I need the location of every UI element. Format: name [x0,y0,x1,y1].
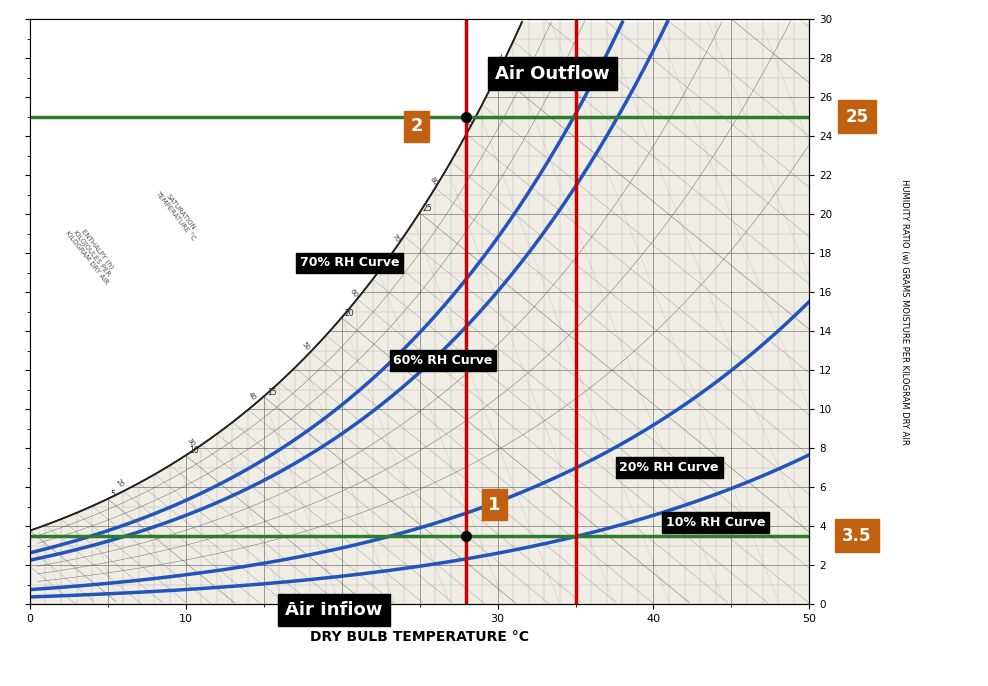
Text: 3.5: 3.5 [842,527,871,545]
Text: 30: 30 [186,437,196,447]
Text: 50: 50 [301,341,311,352]
Text: 10: 10 [189,447,199,456]
Text: 5: 5 [111,490,116,499]
Text: 100: 100 [494,53,507,67]
X-axis label: DRY BULB TEMPERATURE °C: DRY BULB TEMPERATURE °C [310,630,530,643]
Text: Air Outflow: Air Outflow [495,64,610,82]
Polygon shape [30,22,809,604]
Text: 60% RH Curve: 60% RH Curve [393,354,493,367]
Y-axis label: HUMIDITY RATIO (w) GRAMS MOISTURE PER KILOGRAM DRY AIR: HUMIDITY RATIO (w) GRAMS MOISTURE PER KI… [900,179,909,445]
Polygon shape [30,19,522,531]
Text: Air Inflow: Air Inflow [286,601,382,619]
Text: SATURATION
TEMPERATURE °C: SATURATION TEMPERATURE °C [154,186,202,242]
Text: 25: 25 [846,108,868,126]
Text: 20: 20 [115,478,124,488]
Text: 60: 60 [349,288,359,299]
Text: 15: 15 [267,388,277,397]
Text: 10% RH Curve: 10% RH Curve [666,516,766,529]
Text: 1: 1 [488,496,501,514]
Text: 70% RH Curve: 70% RH Curve [299,257,399,270]
Text: 80: 80 [429,176,439,187]
Text: 70: 70 [391,233,401,244]
Text: ENTHALPY (h)
KILOJOULES PER
KILOGRAM DRY AIR: ENTHALPY (h) KILOJOULES PER KILOGRAM DRY… [64,221,121,285]
Text: 40: 40 [247,391,258,401]
Text: 25: 25 [423,204,433,213]
Text: 2: 2 [410,117,423,135]
Text: 90: 90 [462,117,473,128]
Text: 20% RH Curve: 20% RH Curve [619,461,719,474]
Text: 20: 20 [345,309,355,318]
